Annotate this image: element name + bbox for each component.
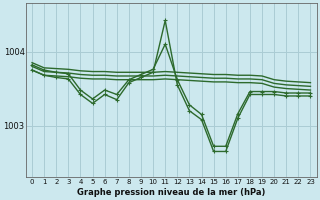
X-axis label: Graphe pression niveau de la mer (hPa): Graphe pression niveau de la mer (hPa)	[77, 188, 266, 197]
